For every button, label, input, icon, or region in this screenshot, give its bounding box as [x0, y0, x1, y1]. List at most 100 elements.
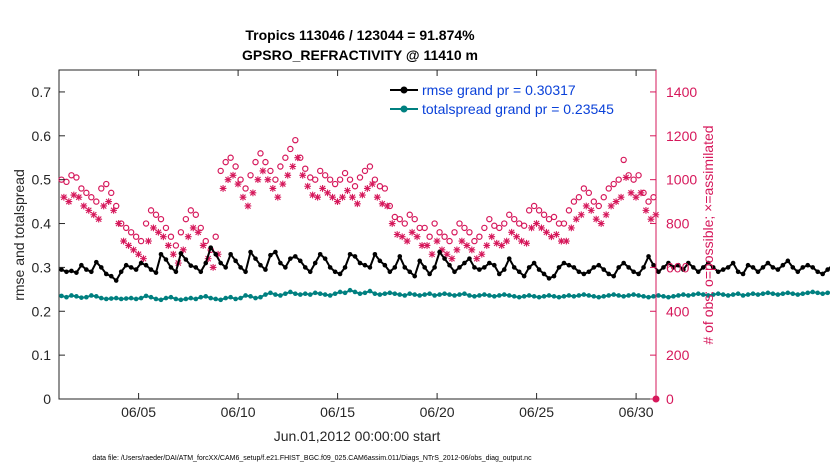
obs-possible-point	[600, 194, 607, 201]
totalspread-point	[342, 290, 348, 296]
obs-possible-point	[595, 202, 602, 210]
rmse-point	[193, 265, 199, 270]
totalspread-point	[98, 295, 104, 301]
obs-assimilated-point	[70, 191, 78, 199]
totalspread-point	[307, 292, 313, 297]
obs-possible-point	[147, 207, 155, 214]
obs-possible-point	[560, 220, 568, 227]
obs-possible-point	[103, 180, 110, 188]
rmse-point	[352, 254, 358, 259]
obs-assimilated-point	[349, 193, 356, 201]
rmse-point	[198, 269, 204, 275]
totalspread-point	[715, 291, 721, 297]
obs-possible-point	[575, 194, 583, 201]
totalspread-point	[606, 293, 612, 298]
obs-assimilated-point	[533, 220, 540, 227]
obs-possible-point	[321, 172, 329, 179]
left-y-tick-label: 0.4	[32, 216, 52, 232]
legend-marker-spread	[400, 105, 408, 113]
rmse-point	[427, 271, 432, 277]
obs-possible-point	[167, 233, 175, 240]
totalspread-point	[153, 296, 159, 302]
totalspread-point	[422, 292, 427, 297]
rmse-point	[168, 265, 174, 270]
rmse-point	[442, 256, 447, 261]
obs-assimilated-point	[214, 250, 222, 258]
obs-possible-point	[520, 222, 528, 229]
obs-assimilated-point	[368, 180, 376, 188]
totalspread-point	[223, 295, 228, 301]
obs-possible-point	[73, 174, 80, 181]
totalspread-point	[452, 293, 457, 298]
totalspread-point	[636, 293, 641, 298]
obs-assimilated-point	[617, 193, 625, 201]
rmse-point	[228, 251, 233, 257]
obs-assimilated-point	[95, 215, 103, 223]
totalspread-point	[89, 293, 94, 298]
totalspread-point	[297, 292, 303, 297]
obs-assimilated-point	[592, 215, 600, 223]
x-tick-label: 06/30	[619, 404, 654, 420]
left-y-tick-label: 0.6	[32, 128, 52, 144]
rmse-point	[691, 265, 696, 270]
rmse-point	[566, 262, 572, 268]
obs-possible-point	[590, 198, 598, 205]
totalspread-point	[720, 292, 726, 297]
rmse-point	[487, 260, 492, 266]
rmse-point	[541, 271, 547, 277]
obs-assimilated-point	[90, 211, 98, 219]
obs-possible-point	[68, 172, 75, 179]
totalspread-point	[198, 294, 204, 300]
rmse-point	[790, 265, 796, 270]
totalspread-point	[233, 296, 238, 302]
obs-assimilated-point	[398, 233, 406, 241]
rmse-point	[810, 265, 816, 270]
totalspread-point	[735, 291, 741, 297]
obs-possible-point	[481, 224, 488, 232]
totalspread-point	[676, 293, 681, 298]
obs-possible-point	[456, 220, 463, 227]
obs-possible-point	[242, 185, 249, 192]
obs-assimilated-point	[110, 206, 118, 214]
totalspread-point	[183, 296, 189, 302]
rmse-point	[501, 267, 507, 272]
obs-assimilated-point	[324, 189, 331, 197]
obs-assimilated-point	[587, 206, 595, 214]
rmse-point	[158, 251, 164, 257]
totalspread-point	[79, 295, 84, 300]
left-y-tick-label: 0.1	[32, 347, 52, 363]
rmse-point	[536, 267, 542, 272]
obs-possible-point	[127, 229, 135, 236]
totalspread-point	[661, 294, 666, 299]
totalspread-point	[795, 292, 801, 297]
totalspread-point	[457, 292, 462, 297]
rmse-point	[546, 276, 552, 281]
obs-assimilated-point	[234, 180, 242, 188]
totalspread-point	[337, 289, 343, 295]
obs-assimilated-point	[607, 202, 615, 210]
obs-assimilated-point	[100, 202, 108, 210]
totalspread-point	[402, 293, 408, 298]
right-y-tick-label: 800	[666, 216, 690, 232]
rmse-point	[447, 262, 452, 268]
rmse-point	[636, 271, 641, 277]
rmse-point	[496, 271, 502, 277]
rmse-point	[780, 262, 786, 268]
rmse-point	[785, 258, 791, 264]
rmse-point	[472, 265, 477, 270]
rmse-point	[407, 269, 413, 275]
totalspread-point	[84, 294, 89, 300]
totalspread-point	[268, 290, 273, 296]
totalspread-point	[103, 296, 109, 302]
rmse-point	[213, 251, 219, 257]
obs-assimilated-point	[304, 182, 312, 190]
obs-possible-point	[486, 215, 493, 223]
obs-assimilated-point	[164, 242, 172, 249]
legend-label-rmse: rmse grand pr = 0.30317	[422, 82, 576, 98]
obs-assimilated-point	[189, 224, 197, 232]
totalspread-point	[745, 292, 751, 297]
totalspread-point	[377, 292, 383, 297]
footnote: data file: /Users/raeder/DAI/ATM_forcXX/…	[92, 455, 532, 462]
totalspread-point	[243, 293, 248, 298]
obs-possible-point	[545, 215, 553, 223]
